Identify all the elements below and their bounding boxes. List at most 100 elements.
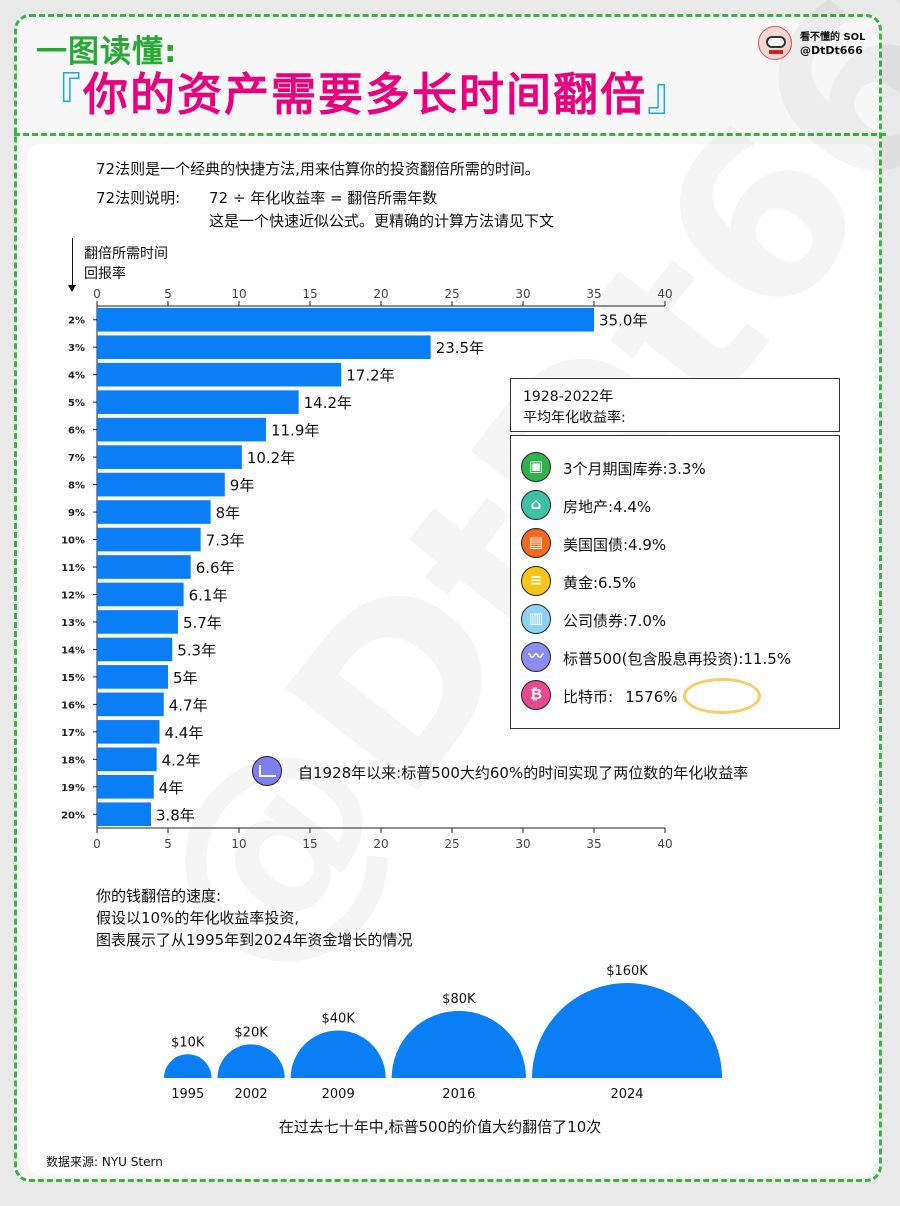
legend-item: ▥ 公司债券:7.0% — [521, 604, 837, 636]
category-label: 9% — [68, 508, 85, 519]
growth-line-2: 假设以10%的年化收益率投资, — [96, 909, 300, 927]
legend-item-label: 3个月期国库券:3.3% — [563, 460, 706, 478]
brand-handle: @DtDt666 — [800, 44, 863, 57]
bottom-tick-label: 20 — [373, 837, 388, 851]
highlight-oval — [683, 678, 761, 714]
bar-value-label: 4年 — [159, 779, 184, 797]
bar-value-label: 9年 — [230, 477, 255, 495]
growth-semicircle — [217, 1044, 285, 1078]
y-axis-title: 回报率 — [84, 266, 126, 282]
growth-value-label: $160K — [606, 964, 648, 979]
bar — [97, 307, 594, 332]
category-label: 2% — [68, 316, 85, 327]
category-label: 13% — [61, 618, 85, 629]
bottom-tick-label: 40 — [657, 837, 672, 851]
legend-item-label: 公司债券:7.0% — [563, 612, 667, 630]
category-label: 11% — [61, 563, 85, 574]
top-tick-label: 30 — [515, 287, 530, 301]
bar — [97, 390, 299, 414]
bar — [97, 582, 184, 607]
growth-chart-icon — [252, 756, 282, 786]
growth-year-label: 2016 — [442, 1087, 475, 1102]
legend-item-prefix: 比特币: — [563, 688, 614, 706]
intro-line-1: 72法则是一个经典的快捷方法,用来估算你的投资翻倍所需的时间。 — [96, 160, 540, 178]
bottom-tick-label: 0 — [93, 837, 101, 851]
bar-value-label: 6.1年 — [189, 586, 228, 604]
brand-name: 看不懂的 SOL — [800, 32, 866, 43]
category-label: 19% — [61, 783, 85, 794]
category-label: 3% — [68, 343, 85, 354]
stock-chart-icon: 〰 — [521, 642, 551, 672]
building-icon: ▥ — [521, 604, 551, 634]
growth-semicircle-chart: $10K 1995 $20K 2002 $40K 2009 $80K 2016 $160K 202… — [164, 964, 723, 1102]
bar-value-label: 10.2年 — [247, 449, 295, 467]
bar-value-label: 5年 — [173, 669, 198, 687]
growth-line-3: 图表展示了从1995年到2024年资金增长的情况 — [96, 931, 413, 949]
kicker-text: 一图读懂: — [36, 34, 178, 70]
category-label: 15% — [61, 673, 85, 684]
category-label: 7% — [68, 453, 85, 464]
bar — [97, 692, 164, 717]
legend-item-label: 标普500(包含股息再投资):11.5% — [563, 650, 792, 668]
bar-value-label: 5.7年 — [183, 614, 222, 632]
growth-semicircle — [164, 1054, 212, 1078]
intro-line-2-label: 72法则说明: — [96, 189, 181, 207]
x-axis-title: 翻倍所需时间 — [84, 246, 168, 262]
growth-value-label: $40K — [322, 1012, 356, 1027]
bar — [97, 747, 157, 772]
bottom-tick-label: 25 — [444, 837, 459, 851]
bar — [97, 637, 173, 662]
avatar — [758, 26, 792, 60]
top-tick-label: 25 — [444, 287, 459, 301]
down-arrow-icon — [68, 238, 76, 292]
growth-semicircle — [290, 1030, 386, 1078]
bottom-tick-label: 5 — [164, 837, 172, 851]
bond-certificate-icon: ▤ — [521, 528, 551, 558]
bottom-tick-label: 30 — [515, 837, 530, 851]
legend-item: ▣ 3个月期国库券:3.3% — [521, 452, 837, 484]
note-text: 自1928年以来:标普500大约60%的时间实现了两位数的年化收益率 — [298, 764, 749, 782]
bar — [97, 720, 160, 744]
bar-value-label: 17.2年 — [346, 367, 394, 385]
top-tick-label: 20 — [373, 287, 388, 301]
legend-item-highlight-value: 1576% — [625, 688, 678, 706]
bottom-tick-label: 10 — [231, 837, 246, 851]
category-label: 16% — [61, 700, 85, 711]
category-label: 5% — [68, 398, 85, 409]
bar-value-label: 4.7年 — [169, 696, 208, 714]
legend-item: 〰标普500(包含股息再投资):11.5% — [521, 642, 837, 674]
treasury-bill-icon: ▣ — [521, 452, 551, 482]
top-tick-label: 5 — [164, 287, 172, 301]
growth-value-label: $10K — [171, 1035, 205, 1050]
house-icon: ⌂ — [521, 490, 551, 520]
bar — [97, 527, 201, 552]
bar-value-label: 5.3年 — [177, 641, 216, 659]
bottom-tick-label: 35 — [586, 837, 601, 851]
growth-semicircle — [532, 983, 723, 1078]
bottom-tick-label: 15 — [302, 837, 317, 851]
category-label: 6% — [68, 426, 85, 437]
growth-footer: 在过去七十年中,标普500的价值大约翻倍了10次 — [278, 1118, 602, 1136]
bar-value-label: 23.5年 — [436, 339, 484, 357]
growth-year-label: 2009 — [322, 1087, 355, 1102]
growth-semicircle — [391, 1010, 527, 1078]
legend-item-label: 房地产:4.4% — [563, 498, 652, 516]
legend-item: ▤ 美国国债:4.9% — [521, 528, 837, 560]
axis-titles: 翻倍所需时间 回报率 — [84, 244, 168, 284]
legend-item: ≡ 黄金:6.5% — [521, 566, 837, 598]
intro-line-3: 这是一个快速近似公式。更精确的计算方法请见下文 — [209, 212, 555, 230]
legend-item: ⌂ 房地产:4.4% — [521, 490, 837, 522]
bar-value-label: 8年 — [216, 504, 241, 522]
bar-value-label: 14.2年 — [304, 394, 352, 412]
growth-value-label: $80K — [442, 992, 476, 1007]
bar — [97, 362, 342, 387]
bar — [97, 610, 178, 634]
legend-item-label: 黄金:6.5% — [563, 574, 637, 592]
legend-item-label: 美国国债:4.9% — [563, 536, 667, 554]
top-tick-label: 0 — [93, 287, 101, 301]
top-tick-label: 40 — [657, 287, 672, 301]
category-label: 18% — [61, 755, 85, 766]
bar-value-label: 4.2年 — [162, 751, 201, 769]
legend-header-line-1: 1928-2022年 — [523, 389, 614, 405]
category-label: 20% — [61, 810, 85, 821]
